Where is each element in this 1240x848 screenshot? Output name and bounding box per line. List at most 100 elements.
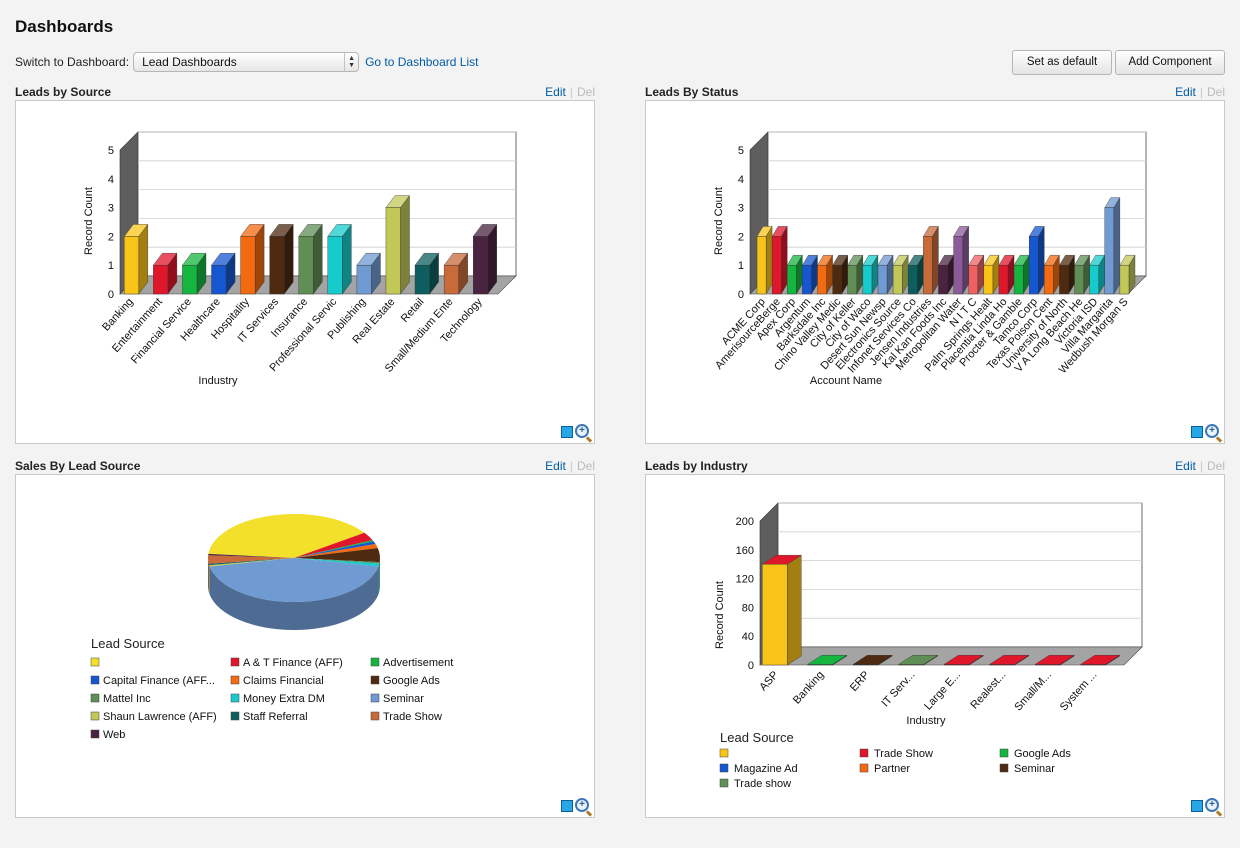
select-arrows-icon: ▲ ▼: [344, 53, 358, 71]
pie-slice-side: [208, 558, 209, 592]
page-title: Dashboards: [15, 17, 114, 36]
x-axis-label: Industry: [906, 715, 946, 727]
bar: [1119, 264, 1130, 295]
delete-link[interactable]: Del: [576, 85, 595, 99]
chart-sales-by-lead-source: Lead Source A & T Finance (AFF) Advertisem…: [90, 514, 453, 741]
bar: [298, 236, 314, 295]
legend-swatch: [859, 748, 869, 758]
pie-slice: [207, 555, 294, 564]
legend-swatch: [90, 729, 100, 739]
refresh-icon[interactable]: [561, 426, 573, 438]
edit-link[interactable]: Edit: [545, 85, 566, 99]
y-axis-label: Record Count: [83, 187, 95, 255]
bar: [968, 264, 978, 295]
legend-label: Seminar: [1014, 763, 1055, 775]
zoom-icon[interactable]: +: [575, 798, 589, 812]
dashboard-switcher: Switch to Dashboard: Lead Dashboards ▲ ▼ …: [15, 52, 478, 72]
legend-label: Money Extra DM: [243, 693, 325, 705]
zoom-icon[interactable]: +: [1205, 798, 1219, 812]
bar: [771, 236, 782, 295]
x-tick-label: System ...: [1058, 669, 1100, 713]
legend-label: Google Ads: [1014, 748, 1071, 760]
legend-swatch: [370, 675, 380, 685]
pie-slice: [294, 544, 378, 558]
legend-label: Advertisement: [383, 657, 453, 669]
bar: [1104, 207, 1115, 295]
bar: [756, 236, 767, 295]
edit-link[interactable]: Edit: [1175, 459, 1196, 473]
y-tick-label: 120: [736, 574, 754, 586]
dashboard-list-link[interactable]: Go to Dashboard List: [365, 55, 479, 69]
delete-link[interactable]: Del: [1206, 85, 1225, 99]
bar: [1089, 264, 1099, 295]
bar: [877, 264, 888, 295]
edit-link[interactable]: Edit: [545, 459, 566, 473]
legend-swatch: [370, 693, 380, 703]
legend-label: Shaun Lawrence (AFF): [103, 711, 217, 723]
set-default-button[interactable]: Set as default: [1012, 50, 1112, 75]
bar: [182, 264, 198, 295]
bar: [472, 236, 488, 295]
y-axis-label: Record Count: [713, 187, 725, 255]
y-tick-label: 0: [738, 289, 744, 301]
x-tick-label: Large E...: [922, 669, 963, 712]
pie-slice: [294, 541, 376, 558]
legend-swatch: [230, 693, 240, 703]
pie-slice: [294, 548, 380, 563]
bar: [908, 264, 918, 295]
bar: [892, 264, 903, 295]
legend-swatch: [90, 675, 100, 685]
bar: [938, 264, 948, 295]
legend-swatch: [999, 763, 1009, 773]
pie-slice: [208, 558, 294, 566]
panel-title: Sales By Lead Source: [15, 459, 141, 473]
add-component-button[interactable]: Add Component: [1115, 50, 1225, 75]
pie-slice: [209, 558, 379, 602]
bar-side: [962, 225, 969, 295]
panel-header-leads-by-industry: Leads by Industry Edit | Del: [645, 459, 1225, 473]
panel-tools: +: [560, 797, 594, 817]
y-tick-label: 4: [738, 174, 744, 186]
delete-link[interactable]: Del: [576, 459, 595, 473]
refresh-icon[interactable]: [1191, 800, 1203, 812]
refresh-icon[interactable]: [561, 800, 573, 812]
edit-link[interactable]: Edit: [1175, 85, 1196, 99]
legend-label: Web: [103, 729, 125, 741]
legend-title: Lead Source: [91, 636, 165, 651]
legend-label: Magazine Ad: [734, 763, 798, 775]
y-tick-label: 2: [108, 231, 114, 243]
zoom-icon[interactable]: +: [1205, 424, 1219, 438]
dashboard-select[interactable]: Lead Dashboards ▲ ▼: [133, 52, 360, 72]
bar: [1059, 264, 1069, 295]
separator: |: [569, 459, 573, 473]
dashboard-select-value: Lead Dashboards: [142, 55, 237, 69]
zoom-icon[interactable]: +: [575, 424, 589, 438]
pie-slice: [209, 558, 294, 567]
bar: [443, 264, 459, 295]
bar: [1035, 664, 1061, 666]
x-tick-label: Realest...: [968, 669, 1008, 712]
bar: [240, 236, 256, 295]
legend-swatch: [719, 778, 729, 788]
bar: [847, 264, 858, 295]
bar: [817, 264, 827, 295]
legend-label: Seminar: [383, 693, 424, 705]
legend-swatch: [370, 711, 380, 721]
bar: [414, 264, 430, 295]
delete-link[interactable]: Del: [1206, 459, 1225, 473]
legend-title: Lead Source: [720, 730, 794, 745]
y-tick-label: 0: [108, 289, 114, 301]
legend-swatch: [719, 763, 729, 773]
legend-swatch: [90, 657, 100, 667]
bar: [327, 236, 343, 295]
refresh-icon[interactable]: [1191, 426, 1203, 438]
bar: [787, 264, 797, 295]
bar: [1080, 664, 1106, 666]
bar: [124, 236, 140, 295]
bar: [953, 236, 963, 295]
pie-slice: [294, 558, 380, 567]
pie-slice: [294, 540, 374, 558]
panel-actions: Edit | Del: [1175, 85, 1225, 99]
legend-swatch: [719, 748, 729, 758]
